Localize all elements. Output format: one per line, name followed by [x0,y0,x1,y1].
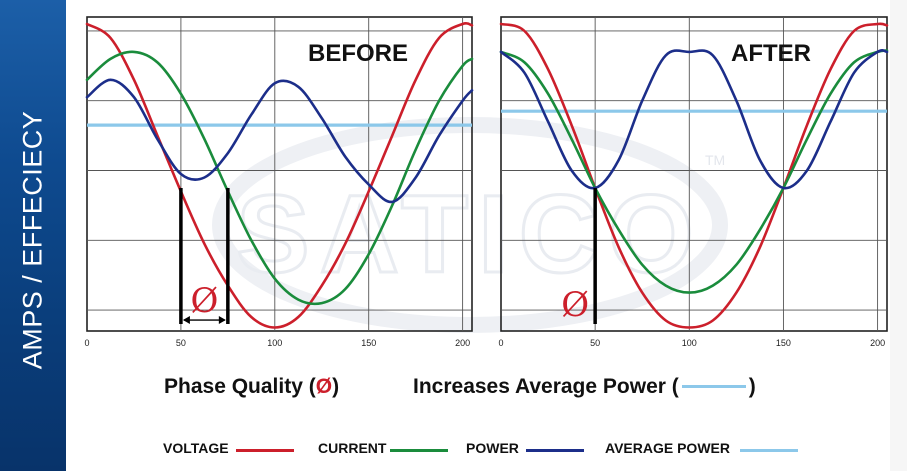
legend-voltage-line [236,449,294,452]
chart-frame [500,16,888,332]
charts-canvas: SATICO TM BEFORE 0 50 100 150 200 Ø AFTER 0 50 10… [84,16,889,348]
caption-phase-quality: Phase Quality (Ø) [164,375,340,398]
sidebar-band: AMPS / EFFECIECY [0,0,66,471]
phase-arrow-head-left [182,316,190,325]
series-power-line-before [85,78,474,204]
x-tick-label: 0 [84,338,89,348]
caption: Phase Quality (Ø) Increases Average Powe… [0,375,907,405]
legend-power-label: POWER [466,440,519,456]
caption-average-swatch [681,384,746,388]
caption-average-label: Increases Average Power [413,375,666,398]
watermark-tm: TM [705,152,725,168]
series-power-line-after [499,49,889,190]
x-tick-label: 50 [176,338,186,348]
phase-arrow-head-right [218,316,226,325]
legend: VOLTAGE CURRENT POWER AVERAGE POWER [0,440,907,462]
x-tick-label: 50 [590,338,600,348]
legend-current-label: CURRENT [318,440,387,456]
series-voltage-line-before [85,21,474,329]
caption-average-power: Increases Average Power () [413,375,756,398]
legend-power-line [526,449,584,452]
chart-title-after: AFTER [731,40,811,67]
x-tick-label: 200 [455,338,470,348]
series-voltage-line-after [499,22,889,329]
chart-panel-before: BEFORE 0 50 100 150 200 Ø [84,16,474,348]
phase-symbol-after: Ø [561,285,589,325]
legend-average-power-line [740,449,798,452]
chart-frame [86,16,473,332]
caption-phase-label: Phase Quality [164,375,303,398]
series-current-line-after [499,49,889,294]
x-tick-label: 0 [498,338,503,348]
series-current-line-before [85,50,474,306]
x-tick-label: 100 [682,338,697,348]
legend-current-line [390,449,448,452]
x-tick-label: 150 [776,338,791,348]
x-tick-label: 200 [870,338,885,348]
chart-title-before: BEFORE [308,40,408,67]
phase-symbol-before: Ø [190,281,218,321]
right-edge-strip [890,0,907,471]
watermark-text: SATICO [236,173,703,296]
caption-phi-symbol: Ø [315,375,333,398]
x-tick-label: 100 [267,338,282,348]
x-tick-label: 150 [361,338,376,348]
legend-voltage-label: VOLTAGE [163,440,229,456]
legend-average-power-label: AVERAGE POWER [605,440,730,456]
chart-panel-after: AFTER 0 50 100 150 200 Ø [498,16,889,348]
